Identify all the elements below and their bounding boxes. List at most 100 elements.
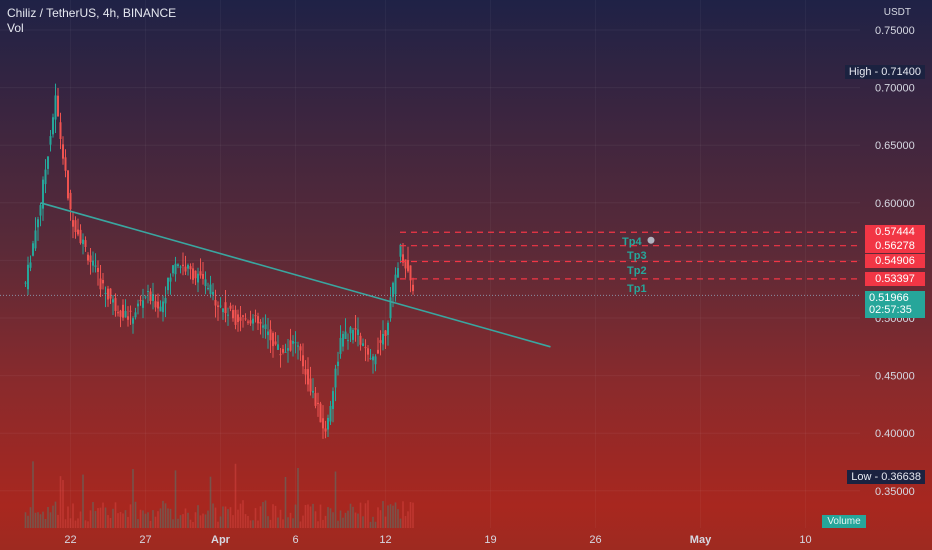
candle-body xyxy=(167,277,169,291)
volume-bar xyxy=(384,516,387,528)
volume-bar xyxy=(42,511,44,528)
candle-body xyxy=(47,156,49,169)
time-tick-label: 26 xyxy=(589,534,601,546)
volume-bar xyxy=(127,516,129,528)
volume-bar xyxy=(74,520,77,528)
volume-bar xyxy=(317,521,319,528)
volume-bar xyxy=(319,504,322,528)
volume-bar xyxy=(37,512,39,528)
trendline[interactable] xyxy=(40,202,551,348)
volume-bar xyxy=(402,501,404,528)
volume-bar xyxy=(359,502,362,528)
volume-bar xyxy=(27,515,29,528)
target-price-tag: 0.53397 xyxy=(865,271,925,286)
candle-body xyxy=(219,305,222,307)
candle-body xyxy=(364,347,367,349)
candle-body xyxy=(332,391,334,410)
price-tick-label: 0.40000 xyxy=(875,428,915,440)
candle-body xyxy=(122,304,124,318)
candle-body xyxy=(127,316,129,320)
time-tick-label: May xyxy=(690,534,712,546)
candle-body xyxy=(202,273,204,279)
volume-bar xyxy=(49,512,52,528)
volume-bar xyxy=(92,502,94,528)
candle-body xyxy=(129,310,132,312)
volume-bar xyxy=(202,513,204,528)
candle-body xyxy=(384,330,387,337)
volume-bar xyxy=(277,517,279,528)
candle-body xyxy=(24,282,27,284)
volume-bar xyxy=(207,510,209,528)
price-tick-label: 0.65000 xyxy=(875,140,915,152)
volume-bar xyxy=(209,476,212,528)
candle-body xyxy=(369,358,372,360)
volume-bar xyxy=(164,503,167,528)
candle-body xyxy=(407,260,409,272)
candle-body xyxy=(57,95,59,117)
candle-body xyxy=(249,320,252,324)
candle-body xyxy=(242,315,244,317)
volume-bar xyxy=(224,506,227,528)
low-label: Low xyxy=(851,471,872,483)
candle-body xyxy=(157,301,159,309)
candle-body xyxy=(34,230,37,249)
volume-bar xyxy=(182,514,184,528)
candle-body xyxy=(399,244,402,257)
candle-body xyxy=(74,220,77,233)
volume-bar xyxy=(234,463,237,528)
volume-bar xyxy=(157,511,159,528)
volume-bar xyxy=(312,503,314,528)
candle-body xyxy=(97,267,99,272)
drawing-anchor-dot[interactable] xyxy=(647,236,655,244)
volume-bar xyxy=(219,516,222,528)
time-tick-label: Apr xyxy=(211,534,231,546)
candle-body xyxy=(169,277,172,282)
candle-body xyxy=(159,306,162,312)
candle-body xyxy=(344,331,347,339)
volume-bar xyxy=(342,517,344,528)
volume-bar xyxy=(192,521,194,528)
candle-body xyxy=(212,291,214,295)
candle-body xyxy=(237,314,239,323)
volume-bar xyxy=(347,510,349,528)
candle-body xyxy=(229,305,232,309)
candle-body xyxy=(209,284,212,295)
candle-body xyxy=(277,344,279,350)
candle-body xyxy=(257,316,259,324)
volume-bar xyxy=(77,518,79,528)
volume-bar xyxy=(264,500,267,528)
candle-body xyxy=(222,308,224,313)
volume-bar xyxy=(269,519,272,528)
candle-body xyxy=(214,300,217,306)
candle-body xyxy=(397,268,399,278)
candle-body xyxy=(94,265,97,267)
time-axis: 22 27 Apr 6 12 19 26 May 10 xyxy=(64,534,811,546)
chart-grid xyxy=(0,0,860,528)
candle-body xyxy=(294,342,297,344)
candle-body xyxy=(62,144,64,159)
candle-body xyxy=(92,260,94,266)
candle-body xyxy=(359,335,362,345)
candle-body xyxy=(412,284,414,292)
volume-bar xyxy=(254,508,257,528)
candle-body xyxy=(239,317,242,321)
volume-bar xyxy=(302,515,304,528)
candle-body xyxy=(189,266,192,270)
volume-bar xyxy=(177,518,179,528)
candle-body xyxy=(262,325,264,328)
candle-body xyxy=(389,297,392,319)
candle-body xyxy=(49,136,52,145)
candle-body xyxy=(172,265,174,274)
volume-bar xyxy=(114,502,117,528)
volume-bar xyxy=(374,521,377,528)
candle-body xyxy=(82,239,84,245)
volume-bar xyxy=(59,476,62,528)
candle-body xyxy=(347,340,349,342)
volume-bar xyxy=(387,505,389,528)
candle-body xyxy=(67,170,69,199)
volume-bar xyxy=(279,509,282,528)
candle-body xyxy=(372,356,374,361)
currency-label: USDT xyxy=(883,7,911,18)
candle-body xyxy=(244,318,247,320)
